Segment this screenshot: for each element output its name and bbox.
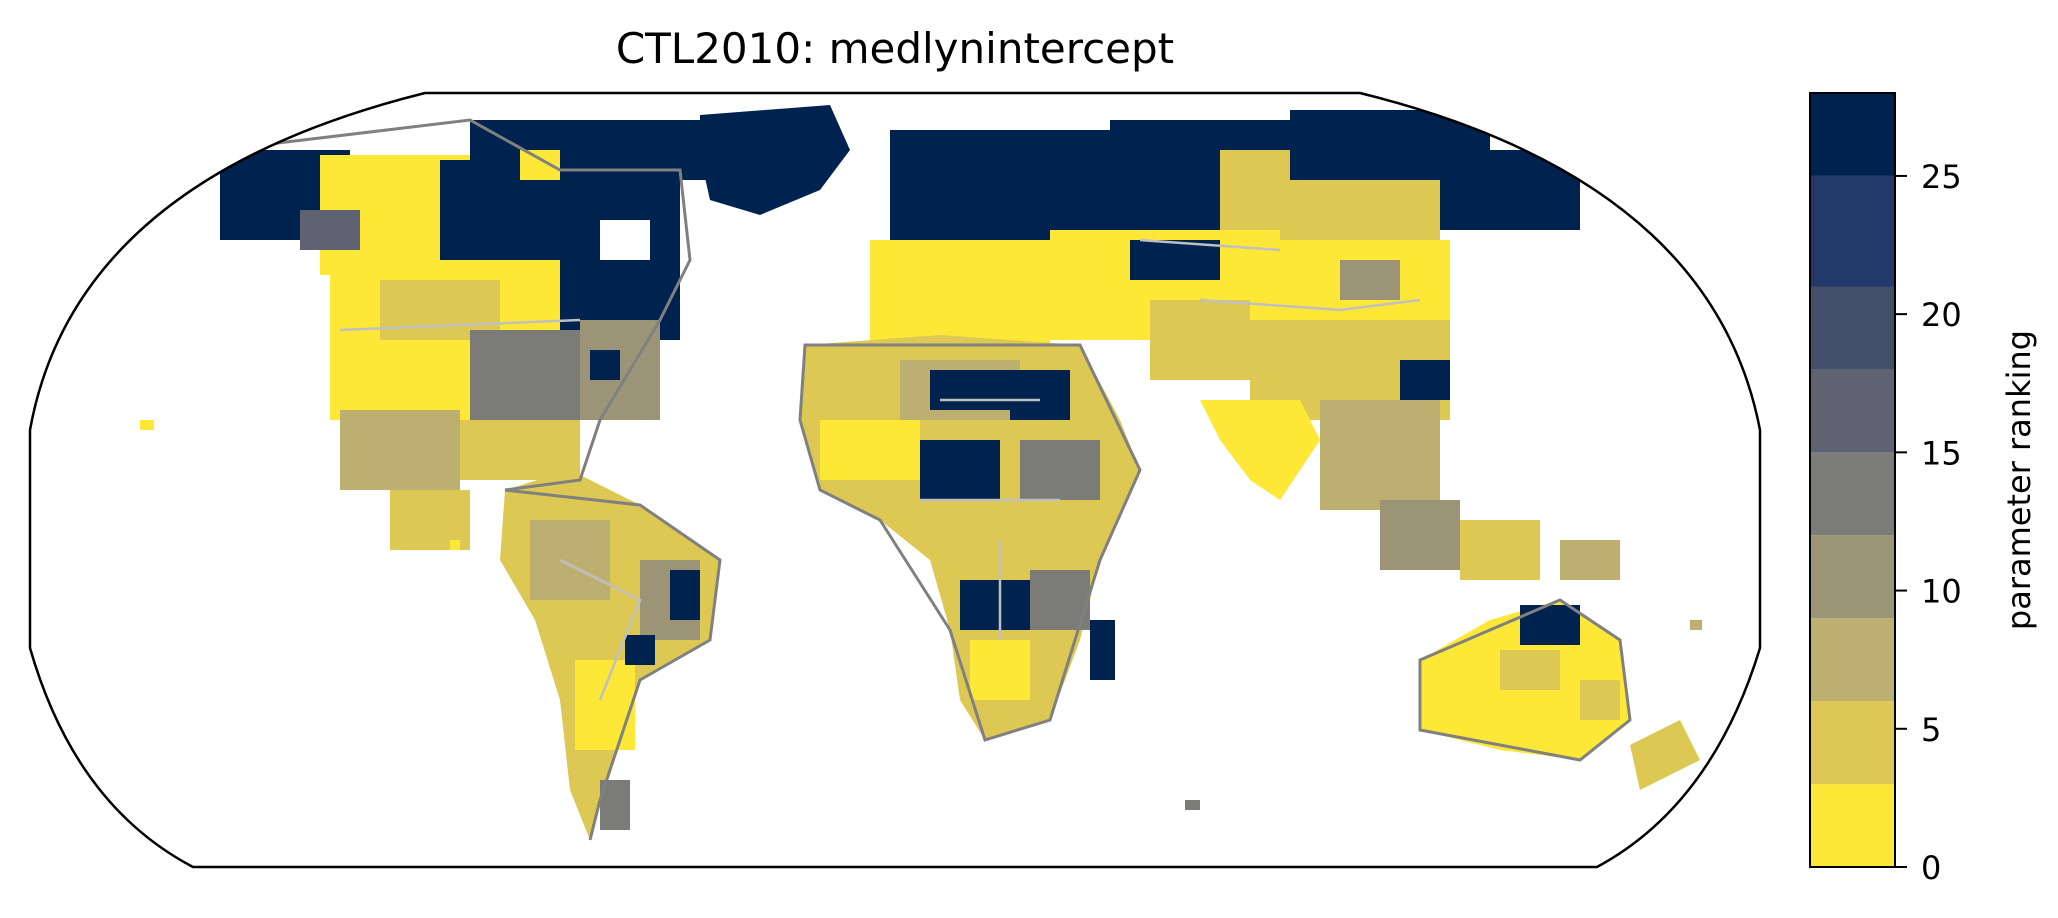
land-cells (140, 105, 1702, 841)
colorbar-frame (1809, 92, 1896, 868)
greenland (700, 105, 850, 215)
australia-region (1420, 600, 1700, 790)
colorbar-bin (1810, 618, 1895, 702)
island-atlantic (450, 540, 460, 550)
colorbar-bin (1810, 93, 1895, 176)
colorbar-tick-label: 25 (1921, 158, 1962, 196)
map-title: CTL2010: medlynintercept (616, 24, 1174, 73)
colorbar-tick-label: 0 (1921, 849, 1941, 887)
colorbar-tick-label: 20 (1921, 296, 1962, 334)
colorbar: 0 5 10 15 20 25 parameter ranking (1809, 92, 2038, 887)
colorbar-ticks: 0 5 10 15 20 25 (1895, 158, 1962, 887)
colorbar-tick-label: 10 (1921, 573, 1962, 611)
south-america-region (500, 470, 720, 840)
colorbar-tick-label: 15 (1921, 434, 1962, 472)
map-area (28, 91, 1762, 869)
colorbar-bin (1810, 286, 1895, 370)
colorbar-bin (1810, 701, 1895, 785)
colorbar-bin (1810, 452, 1895, 536)
colorbar-tick-label: 5 (1921, 711, 1941, 749)
colorbar-bin (1810, 784, 1895, 867)
south-asia-region (1200, 400, 1620, 580)
colorbar-label: parameter ranking (2000, 330, 2038, 630)
africa-region (800, 335, 1140, 740)
island-south-georgia (1185, 800, 1200, 810)
map-outline (28, 91, 1762, 869)
colorbar-bins (1810, 93, 1895, 867)
colorbar-bin (1810, 369, 1895, 453)
borders (339, 238, 1421, 701)
coastline (219, 118, 1632, 841)
eurasia-north-region (870, 110, 1580, 420)
colorbar-bin (1810, 175, 1895, 287)
island-pacific (1690, 620, 1702, 630)
island-hawaii (140, 420, 154, 430)
colorbar-bin (1810, 535, 1895, 619)
